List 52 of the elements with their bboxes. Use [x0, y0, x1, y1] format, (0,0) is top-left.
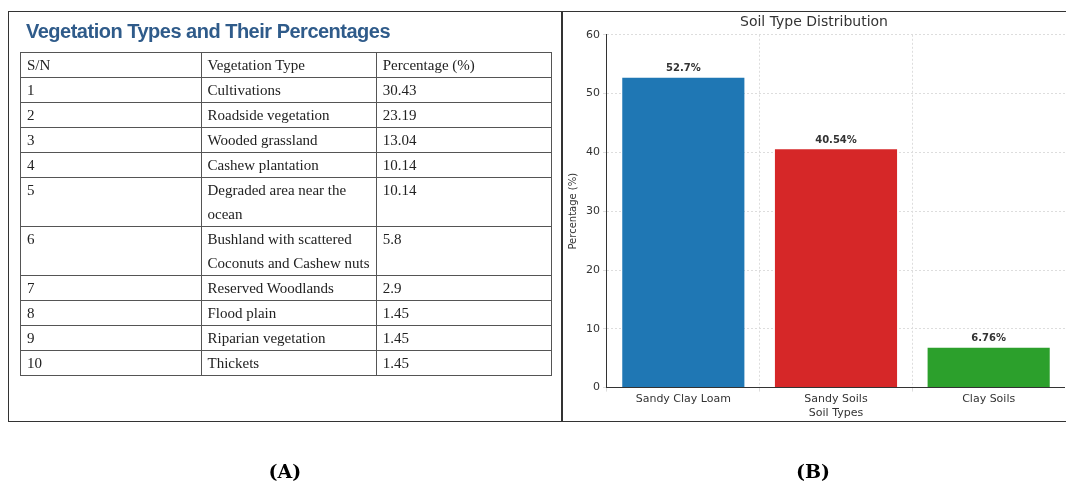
- category-label: Flood plain: [201, 300, 377, 326]
- y-tick-label: 60: [586, 27, 600, 41]
- text: Percentage (%): [376, 52, 552, 78]
- y-tick-label: 30: [586, 204, 600, 218]
- data-label: 52.7%: [665, 62, 701, 74]
- x-axis-title: Soil Types: [808, 406, 864, 420]
- x-tick-label: Sandy Soils: [804, 392, 868, 406]
- data-label: 30.43: [376, 77, 552, 103]
- category-label: Roadside vegetation: [201, 102, 377, 128]
- text: 4: [20, 152, 202, 178]
- text: 10: [20, 350, 202, 376]
- text: S/N: [20, 52, 202, 78]
- x-tick-label: Sandy Clay Loam: [635, 392, 731, 406]
- data-label: 1.45: [376, 300, 552, 326]
- data-label: 2.9: [376, 275, 552, 301]
- data-label: 13.04: [376, 127, 552, 153]
- text: 2: [20, 102, 202, 128]
- text: 5: [20, 177, 202, 227]
- y-tick-label: 40: [586, 145, 600, 159]
- category-label: Cashew plantation: [201, 152, 377, 178]
- text: 7: [20, 275, 202, 301]
- data-label: 10.14: [376, 177, 552, 227]
- y-axis-title: Percentage (%): [566, 172, 578, 250]
- data-label: 10.14: [376, 152, 552, 178]
- data-label: 23.19: [376, 102, 552, 128]
- category-label: Wooded grassland: [201, 127, 377, 153]
- text: 6: [20, 226, 202, 276]
- y-tick-label: 0: [593, 380, 600, 394]
- text: 3: [20, 127, 202, 153]
- data-label: 1.45: [376, 325, 552, 351]
- y-tick-label: 50: [586, 86, 600, 100]
- text: (B): [796, 460, 831, 482]
- category-label: Thickets: [201, 350, 377, 376]
- data-label: 6.76%: [971, 332, 1007, 344]
- category-label: Riparian vegetation: [201, 325, 377, 351]
- chart-title: Soil Type Distribution: [740, 13, 888, 30]
- text: Vegetation Types and Their Percentages: [26, 20, 391, 43]
- text: (A): [268, 460, 302, 482]
- category-label: Degraded area near the ocean: [201, 177, 377, 227]
- text: Vegetation Type: [201, 52, 377, 78]
- data-label: 40.54%: [815, 133, 857, 145]
- data-label: 1.45: [376, 350, 552, 376]
- y-tick-label: 10: [586, 321, 600, 335]
- category-label: Cultivations: [201, 77, 377, 103]
- data-label: 5.8: [376, 226, 552, 276]
- y-tick-label: 20: [586, 262, 600, 276]
- category-label: Reserved Woodlands: [201, 275, 377, 301]
- text: 1: [20, 77, 202, 103]
- text: 9: [20, 325, 202, 351]
- text: 8: [20, 300, 202, 326]
- category-label: Bushland with scattered Coconuts and Cashew nuts: [201, 226, 377, 276]
- x-tick-label: Clay Soils: [962, 392, 1016, 406]
